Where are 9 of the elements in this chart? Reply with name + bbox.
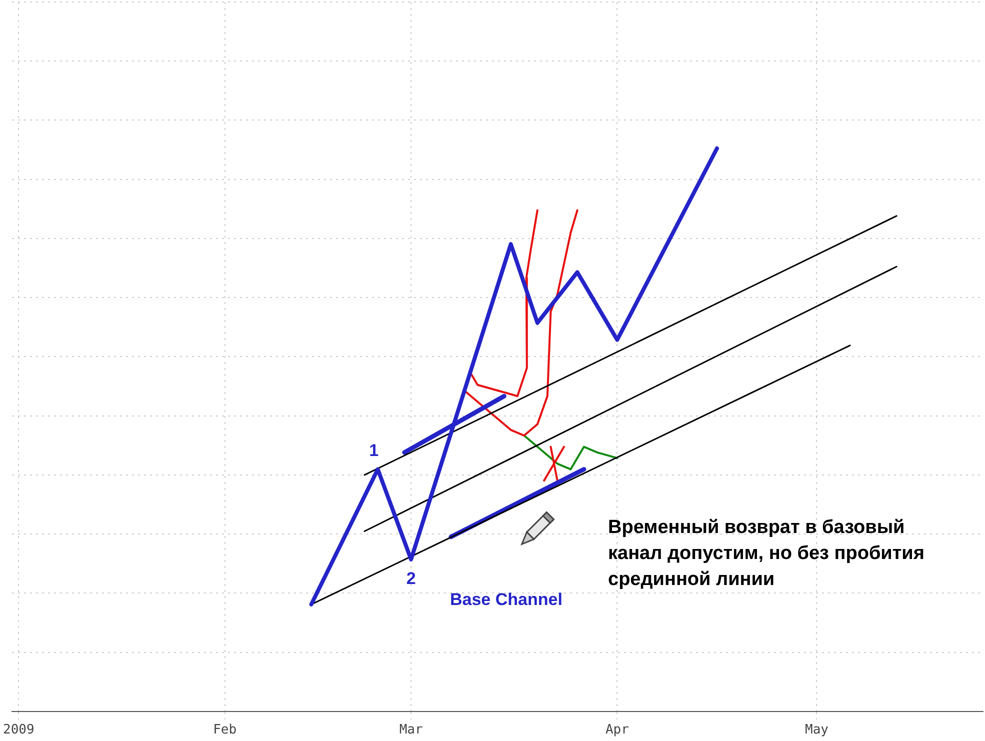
annotation: Временный возврат в базовый канал допустим, но без пробития срединной линии: [608, 516, 926, 592]
x-tick-label: Apr: [605, 722, 630, 738]
x-tick-label: Feb: [213, 722, 237, 738]
annotation: Base Channel: [450, 590, 562, 610]
x-tick-label: 2009: [3, 722, 34, 738]
annotation: 1: [369, 440, 379, 460]
x-tick-label: Mar: [399, 722, 423, 738]
x-tick-label: May: [804, 722, 829, 738]
annotation: 2: [406, 569, 416, 588]
